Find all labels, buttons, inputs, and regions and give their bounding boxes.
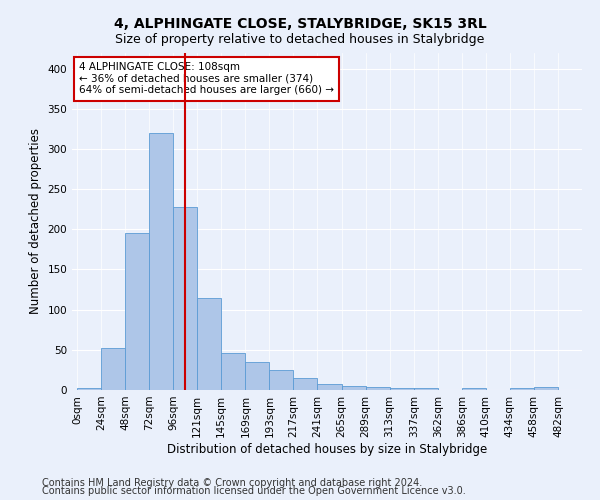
X-axis label: Distribution of detached houses by size in Stalybridge: Distribution of detached houses by size …: [167, 442, 487, 456]
Bar: [77, 388, 101, 390]
Bar: [197, 298, 221, 390]
Bar: [317, 384, 341, 390]
Bar: [510, 388, 534, 390]
Bar: [125, 232, 149, 390]
Text: Size of property relative to detached houses in Stalybridge: Size of property relative to detached ho…: [115, 32, 485, 46]
Bar: [221, 353, 245, 390]
Text: 4, ALPHINGATE CLOSE, STALYBRIDGE, SK15 3RL: 4, ALPHINGATE CLOSE, STALYBRIDGE, SK15 3…: [113, 18, 487, 32]
Text: Contains HM Land Registry data © Crown copyright and database right 2024.: Contains HM Land Registry data © Crown c…: [42, 478, 422, 488]
Bar: [245, 362, 269, 390]
Bar: [101, 348, 125, 390]
Bar: [173, 207, 197, 390]
Bar: [149, 133, 173, 390]
Bar: [462, 388, 486, 390]
Text: 4 ALPHINGATE CLOSE: 108sqm
← 36% of detached houses are smaller (374)
64% of sem: 4 ALPHINGATE CLOSE: 108sqm ← 36% of deta…: [79, 62, 334, 96]
Bar: [269, 370, 293, 390]
Bar: [534, 387, 558, 390]
Bar: [365, 387, 389, 390]
Bar: [341, 386, 365, 390]
Bar: [413, 388, 438, 390]
Y-axis label: Number of detached properties: Number of detached properties: [29, 128, 42, 314]
Bar: [293, 378, 317, 390]
Bar: [389, 388, 413, 390]
Text: Contains public sector information licensed under the Open Government Licence v3: Contains public sector information licen…: [42, 486, 466, 496]
